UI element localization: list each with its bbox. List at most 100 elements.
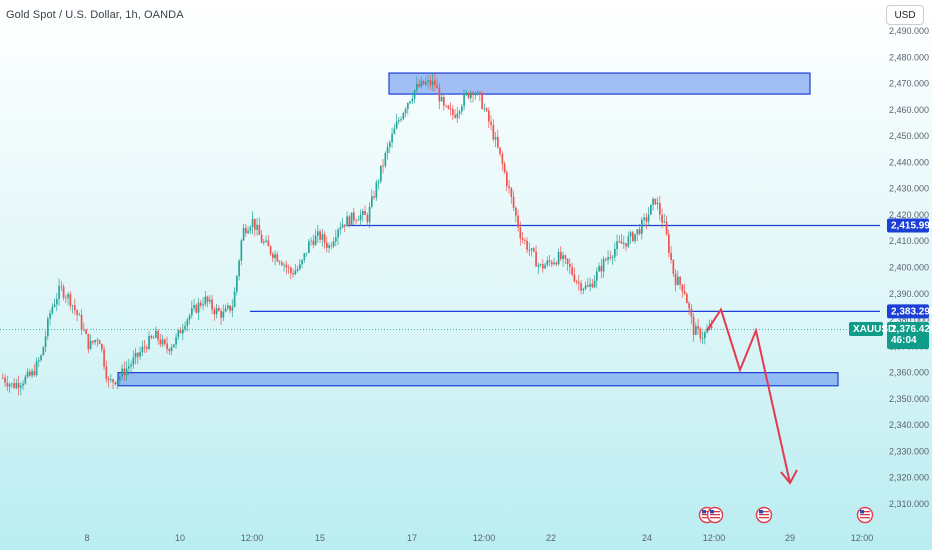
currency-button[interactable]: USD xyxy=(886,5,924,25)
level-tag-bg xyxy=(887,304,929,319)
candle xyxy=(638,229,641,234)
y-tick-label: 2,390.000 xyxy=(889,289,929,299)
candle xyxy=(461,106,463,112)
candle xyxy=(508,186,510,189)
candle xyxy=(330,245,333,247)
candle xyxy=(614,248,616,257)
candle xyxy=(335,237,337,242)
x-tick-label: 15 xyxy=(315,533,325,543)
candle xyxy=(560,251,562,259)
candle xyxy=(679,276,681,285)
candle xyxy=(420,80,423,87)
candle xyxy=(389,142,391,147)
candle xyxy=(317,231,319,236)
candle xyxy=(245,227,247,234)
candle xyxy=(591,283,594,288)
candle xyxy=(528,249,531,251)
candle xyxy=(690,308,693,317)
candle xyxy=(515,207,517,216)
candle xyxy=(600,265,603,272)
candle xyxy=(492,124,495,140)
level-tag-text: 2,415.995 xyxy=(891,220,932,231)
candle xyxy=(123,368,126,376)
candle xyxy=(402,113,405,120)
candle xyxy=(537,264,540,267)
x-axis: 8 10 12:00 15 17 12:00 22 24 12:00 29 12:00 xyxy=(84,533,873,543)
level-tag-text: 2,383.296 xyxy=(891,306,932,317)
candle xyxy=(573,274,576,282)
candle xyxy=(339,227,342,230)
candle xyxy=(483,108,486,110)
candle xyxy=(569,263,571,267)
candle xyxy=(222,311,225,318)
candle xyxy=(499,147,501,154)
candle xyxy=(429,80,432,86)
candle xyxy=(400,119,402,121)
candle xyxy=(251,218,254,228)
candle xyxy=(202,304,204,306)
candle xyxy=(654,198,657,205)
candle xyxy=(128,366,130,369)
candle xyxy=(287,267,290,269)
candle xyxy=(425,81,427,85)
candle xyxy=(17,382,20,388)
candle xyxy=(249,227,252,231)
candle xyxy=(290,267,292,274)
candle xyxy=(285,264,288,268)
candle xyxy=(359,214,362,220)
candle xyxy=(107,378,110,381)
candle xyxy=(56,299,58,305)
icon-canton xyxy=(860,510,864,514)
candle xyxy=(159,339,162,345)
candles xyxy=(2,73,713,396)
candle xyxy=(605,259,607,261)
candle xyxy=(328,245,330,248)
candle xyxy=(479,91,481,95)
candle xyxy=(62,286,65,298)
price-tag-text: 2,376.420 xyxy=(891,324,932,335)
candle xyxy=(645,217,648,222)
candle xyxy=(177,330,180,338)
us-flag-icon[interactable] xyxy=(856,506,874,524)
candle xyxy=(305,252,308,254)
candle xyxy=(130,364,132,367)
candle xyxy=(337,229,339,238)
candle xyxy=(53,304,56,307)
candle xyxy=(434,80,436,86)
candle xyxy=(526,240,528,250)
candle xyxy=(463,93,465,107)
candle xyxy=(427,80,429,82)
candle xyxy=(242,227,245,241)
candle xyxy=(634,234,636,242)
candle xyxy=(384,153,387,166)
candle xyxy=(247,230,249,234)
candle xyxy=(204,296,207,305)
candle xyxy=(33,371,36,376)
candle xyxy=(157,330,159,340)
candle xyxy=(533,248,535,252)
candle xyxy=(659,202,661,215)
candle xyxy=(141,346,144,353)
candle xyxy=(166,343,168,350)
icon-stripe xyxy=(860,514,870,516)
candle xyxy=(78,314,81,316)
x-tick-label: 12:00 xyxy=(241,533,264,543)
candle xyxy=(67,294,69,298)
candle xyxy=(42,346,45,356)
candle xyxy=(688,303,690,309)
candle xyxy=(355,220,357,222)
candle xyxy=(269,246,272,254)
us-flag-icon[interactable] xyxy=(755,506,773,524)
candle xyxy=(236,276,238,292)
candle xyxy=(665,221,668,235)
candle xyxy=(22,383,24,386)
candle xyxy=(173,344,175,348)
candle xyxy=(602,259,605,272)
candle xyxy=(299,264,301,270)
demand-zone xyxy=(117,372,839,387)
candle xyxy=(607,257,609,260)
us-flag-icon[interactable] xyxy=(706,506,724,524)
candle xyxy=(632,232,634,242)
y-tick-label: 2,470.000 xyxy=(889,79,929,89)
